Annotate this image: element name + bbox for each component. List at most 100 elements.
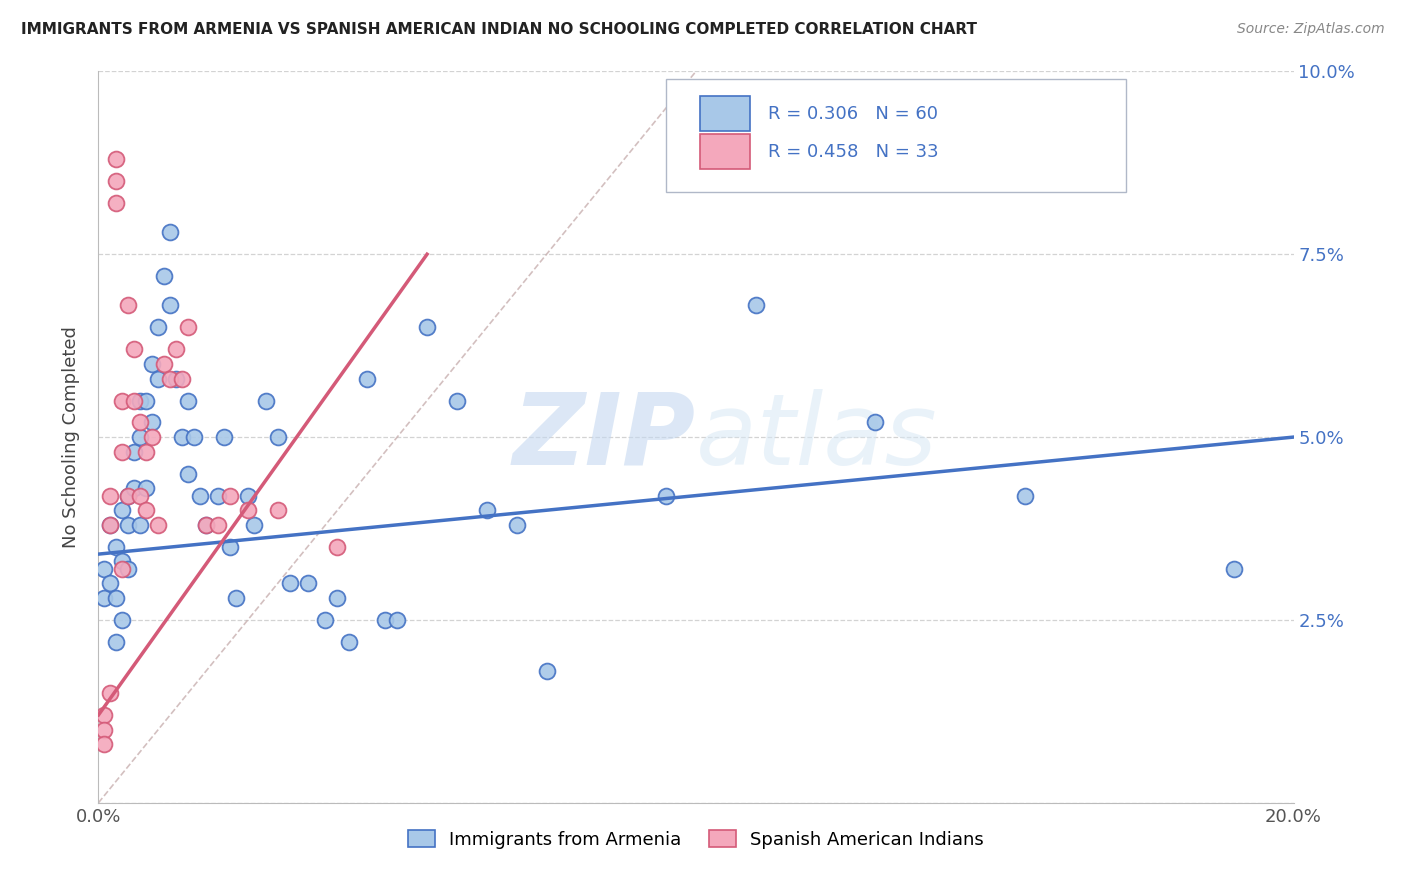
Bar	[700, 135, 749, 169]
Point	[98, 517, 122, 532]
Point	[1014, 489, 1036, 503]
Point	[93, 591, 115, 605]
Point	[212, 430, 235, 444]
Point	[98, 517, 122, 532]
Point	[135, 393, 157, 408]
Point	[153, 269, 176, 284]
Point	[385, 613, 409, 627]
Point	[236, 489, 259, 503]
Text: Source: ZipAtlas.com: Source: ZipAtlas.com	[1237, 22, 1385, 37]
Point	[129, 430, 152, 444]
Point	[865, 416, 887, 430]
Text: R = 0.306   N = 60: R = 0.306 N = 60	[768, 104, 938, 123]
Point	[195, 517, 218, 532]
Y-axis label: No Schooling Completed: No Schooling Completed	[62, 326, 80, 548]
Point	[111, 503, 134, 517]
Point	[148, 371, 170, 385]
Point	[93, 737, 115, 751]
Point	[129, 489, 152, 503]
Point	[124, 343, 146, 357]
Point	[148, 320, 170, 334]
Point	[339, 635, 361, 649]
Point	[159, 371, 181, 385]
Point	[267, 430, 290, 444]
Point	[117, 489, 139, 503]
Point	[111, 562, 134, 576]
Point	[93, 708, 115, 723]
Point	[165, 371, 187, 385]
Point	[297, 576, 319, 591]
Point	[655, 489, 678, 503]
Point	[219, 540, 242, 554]
Point	[141, 357, 163, 371]
Point	[124, 444, 146, 458]
Point	[148, 517, 170, 532]
Point	[219, 489, 242, 503]
Point	[207, 517, 229, 532]
Point	[117, 489, 139, 503]
Point	[117, 562, 139, 576]
Point	[236, 503, 259, 517]
Point	[129, 393, 152, 408]
Point	[356, 371, 378, 385]
Point	[124, 393, 146, 408]
Legend: Immigrants from Armenia, Spanish American Indians: Immigrants from Armenia, Spanish America…	[401, 823, 991, 856]
Point	[105, 196, 128, 211]
Point	[207, 489, 229, 503]
Point	[159, 225, 181, 239]
Point	[124, 481, 146, 495]
Point	[183, 430, 205, 444]
Point	[188, 489, 211, 503]
Point	[135, 503, 157, 517]
Point	[165, 343, 187, 357]
Point	[98, 576, 122, 591]
Point	[1223, 562, 1246, 576]
Point	[105, 540, 128, 554]
Point	[177, 393, 200, 408]
Text: atlas: atlas	[696, 389, 938, 485]
Point	[172, 430, 194, 444]
FancyBboxPatch shape	[666, 78, 1126, 192]
Point	[105, 152, 128, 166]
Text: ZIP: ZIP	[513, 389, 696, 485]
Point	[267, 503, 290, 517]
Point	[98, 686, 122, 700]
Point	[225, 591, 247, 605]
Point	[129, 416, 152, 430]
Point	[105, 591, 128, 605]
Point	[105, 635, 128, 649]
Point	[374, 613, 396, 627]
Point	[326, 591, 349, 605]
Point	[536, 664, 558, 678]
Point	[141, 416, 163, 430]
Point	[195, 517, 218, 532]
Point	[177, 320, 200, 334]
Point	[254, 393, 277, 408]
Bar	[700, 96, 749, 131]
Point	[141, 430, 163, 444]
Point	[177, 467, 200, 481]
Point	[111, 393, 134, 408]
Point	[135, 444, 157, 458]
Point	[111, 554, 134, 568]
Point	[93, 562, 115, 576]
Point	[172, 371, 194, 385]
Point	[278, 576, 301, 591]
Point	[315, 613, 337, 627]
Point	[129, 517, 152, 532]
Text: R = 0.458   N = 33: R = 0.458 N = 33	[768, 143, 938, 161]
Point	[153, 357, 176, 371]
Point	[159, 298, 181, 312]
Point	[98, 489, 122, 503]
Point	[105, 174, 128, 188]
Point	[135, 481, 157, 495]
Point	[111, 444, 134, 458]
Point	[416, 320, 439, 334]
Point	[243, 517, 266, 532]
Point	[506, 517, 529, 532]
Point	[117, 517, 139, 532]
Point	[446, 393, 468, 408]
Text: IMMIGRANTS FROM ARMENIA VS SPANISH AMERICAN INDIAN NO SCHOOLING COMPLETED CORREL: IMMIGRANTS FROM ARMENIA VS SPANISH AMERI…	[21, 22, 977, 37]
Point	[326, 540, 349, 554]
Point	[745, 298, 768, 312]
